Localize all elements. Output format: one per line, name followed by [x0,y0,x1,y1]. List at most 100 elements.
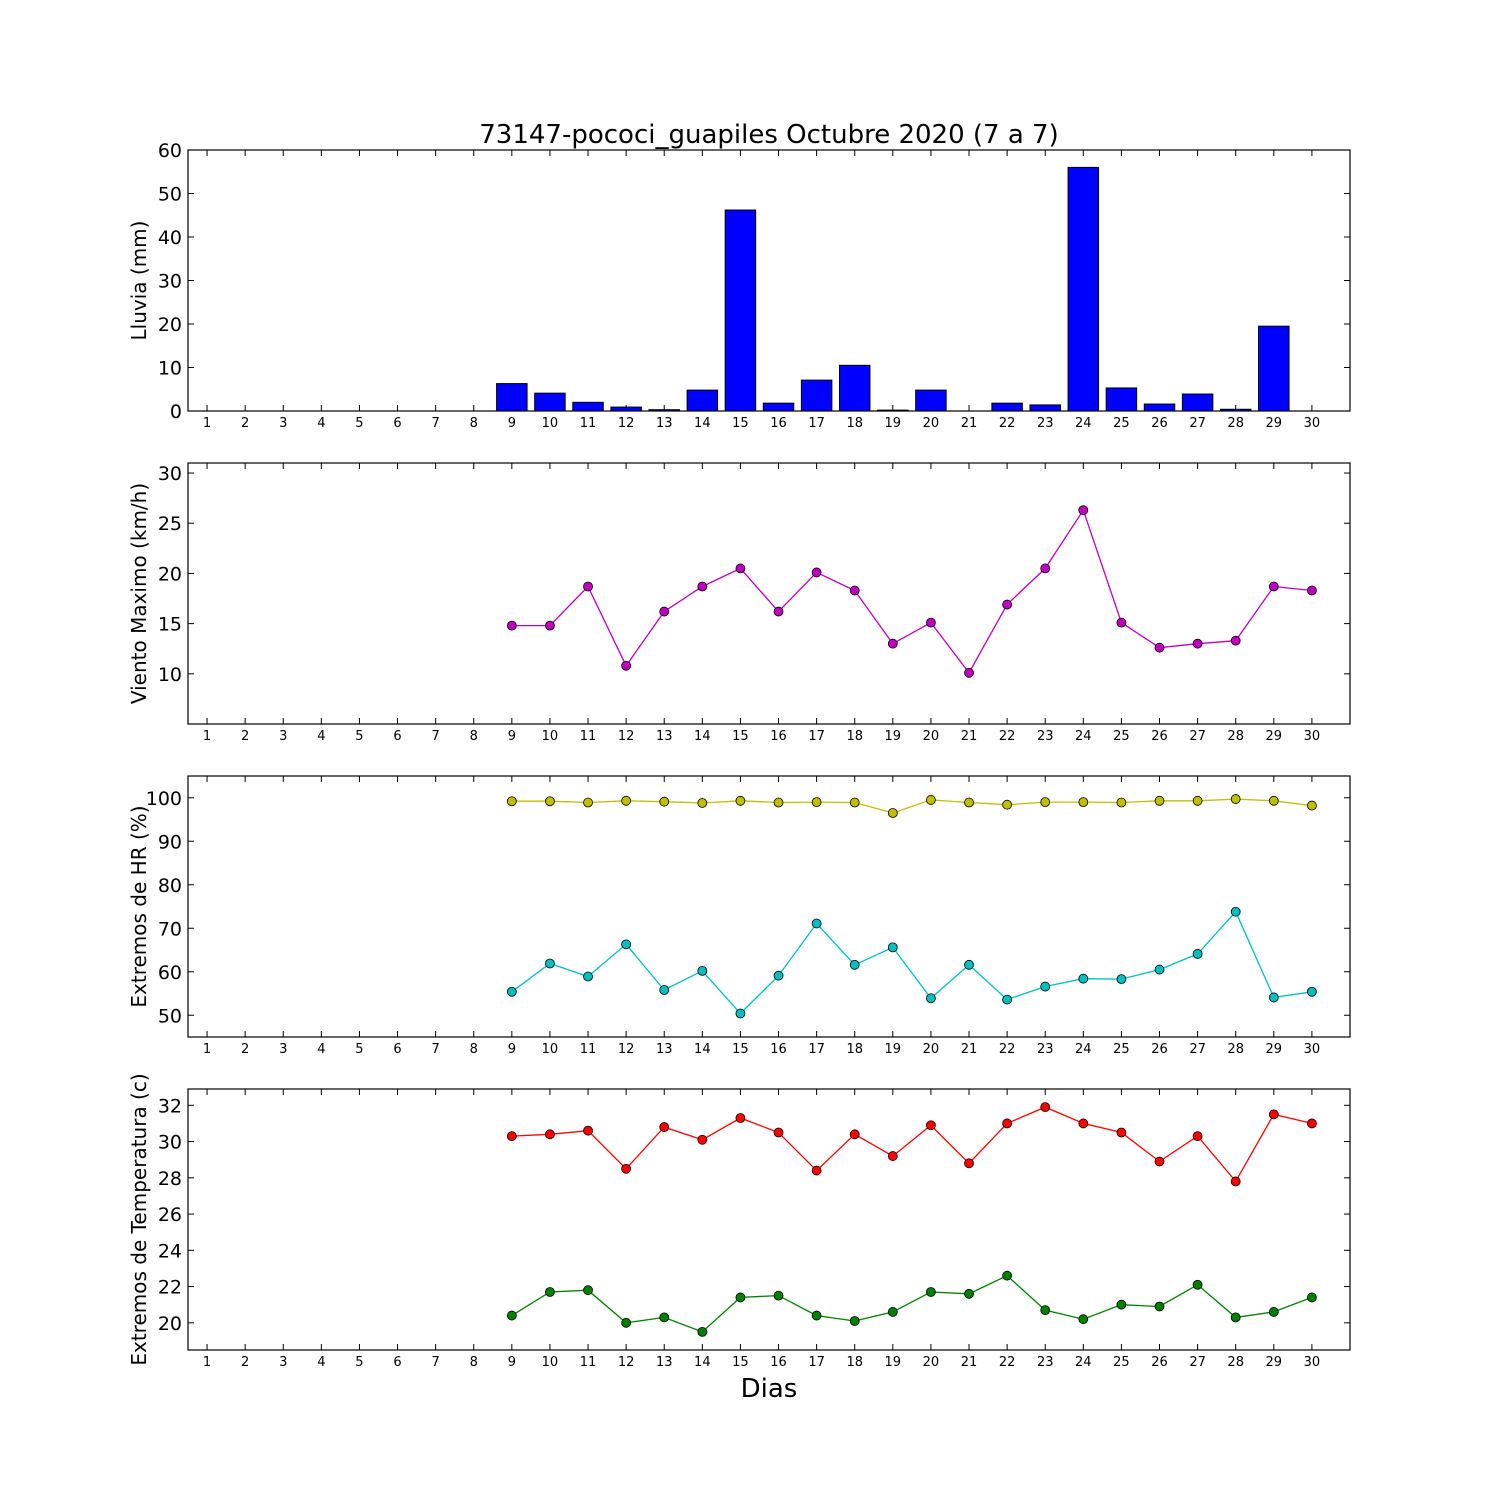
x-tick-label: 18 [846,729,863,744]
data-point [1116,974,1127,985]
y-axis-label: Extremos de HR (%) [127,805,151,1007]
x-tick-label: 6 [393,1355,401,1370]
x-tick-label: 14 [694,1355,711,1370]
x-tick-label: 18 [846,1355,863,1370]
series-line [511,798,1312,814]
data-point [659,985,670,995]
data-point [849,1129,860,1140]
rain-bar [534,392,566,412]
rain-bar [838,364,871,412]
x-tick-label: 24 [1075,1355,1092,1370]
data-point [1268,1307,1279,1317]
x-tick-label: 1 [203,1355,211,1370]
data-point [926,993,936,1004]
data-point [887,1307,898,1317]
x-tick-label: 27 [1189,1042,1206,1057]
x-tick-label: 7 [431,416,439,431]
data-point [506,1310,517,1321]
x-tick-label: 23 [1037,416,1054,431]
data-point [697,581,708,592]
data-point [735,1008,746,1019]
x-tick-label: 14 [694,416,711,431]
x-tick-label: 27 [1189,416,1206,431]
data-point [1230,794,1241,804]
data-point [1307,585,1317,596]
x-tick-label: 17 [808,1042,825,1057]
x-tick-label: 11 [580,729,597,744]
y-tick-label: 15 [158,614,182,636]
x-tick-label: 20 [923,416,940,431]
x-tick-label: 16 [770,1355,787,1370]
x-tick-label: 5 [355,416,363,431]
data-point [583,797,593,808]
x-tick-label: 22 [999,1042,1016,1057]
x-tick-label: 20 [923,729,940,744]
data-point [1307,1292,1317,1303]
x-tick-label: 7 [431,1042,439,1057]
x-tick-label: 24 [1075,729,1092,744]
x-tick-label: 15 [732,1042,749,1057]
data-point [621,939,632,950]
data-point [1040,797,1051,807]
data-point [1230,1176,1241,1187]
x-tick-label: 3 [279,416,287,431]
x-tick-label: 8 [470,1042,478,1057]
data-point [735,795,746,806]
x-tick-label: 12 [618,1355,635,1370]
data-point [1230,906,1241,917]
data-point [1192,1279,1203,1290]
data-point [849,1316,860,1326]
y-tick-label: 100 [146,788,182,810]
data-point [773,606,784,617]
data-point [1268,795,1279,806]
data-point [1192,1131,1203,1142]
y-tick-label: 90 [158,831,182,853]
data-point [697,1134,708,1145]
rain-bar [877,409,909,412]
data-point [964,1288,974,1299]
data-point [545,796,555,807]
data-point [1116,1127,1127,1138]
x-tick-label: 15 [732,1355,749,1370]
x-tick-label: 10 [542,1355,559,1370]
y-tick-label: 10 [158,664,182,686]
data-point [1040,1305,1051,1316]
data-point [1002,599,1013,610]
data-point [735,1292,746,1303]
data-point [811,918,822,929]
rain-bar [1258,325,1290,412]
data-point [1078,1118,1089,1129]
data-point [926,1287,936,1297]
data-point [697,798,708,808]
data-point [926,1120,936,1131]
x-tick-label: 26 [1151,1042,1168,1057]
data-point [659,606,670,617]
data-point [811,1165,822,1176]
x-tick-label: 30 [1304,416,1321,431]
x-tick-label: 4 [317,729,325,744]
x-tick-label: 30 [1304,1042,1321,1057]
rain-bar [1181,393,1214,412]
data-point [849,585,860,596]
y-tick-label: 25 [158,513,182,535]
series-line [511,1274,1313,1333]
x-tick-label: 9 [508,1355,516,1370]
data-point [1078,973,1089,984]
x-tick-label: 28 [1227,416,1244,431]
data-point [887,942,898,953]
data-point [811,567,822,578]
x-tick-label: 9 [508,729,516,744]
y-tick-label: 20 [158,314,182,336]
y-axis-label: Viento Maximo (km/h) [127,483,151,704]
rain-bar [686,389,719,412]
x-tick-label: 26 [1151,729,1168,744]
data-point [964,959,974,970]
x-tick-label: 19 [885,1355,902,1370]
data-point [659,796,670,807]
x-tick-label: 6 [393,729,401,744]
rain-bar [800,379,833,412]
y-tick-label: 28 [158,1168,182,1190]
y-axis-label: Lluvia (mm) [127,221,151,341]
data-point [583,581,593,592]
data-point [1154,964,1165,975]
